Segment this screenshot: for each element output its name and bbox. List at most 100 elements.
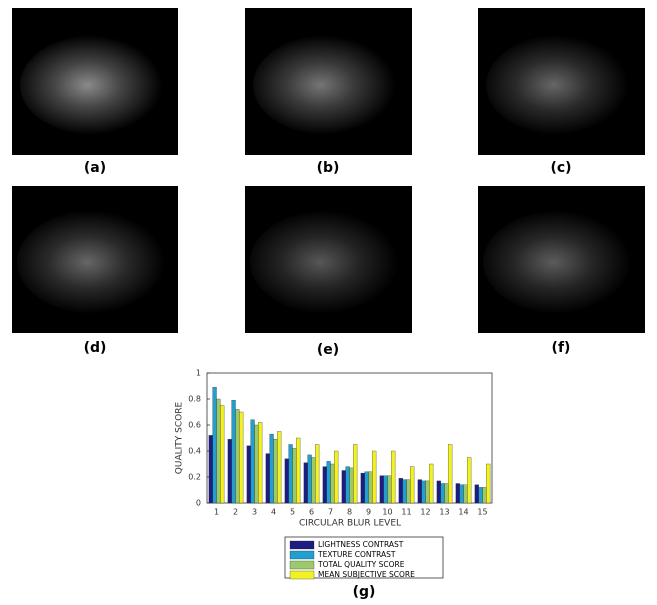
x-tick-label: 15	[477, 508, 487, 517]
x-tick-label: 2	[233, 508, 238, 517]
bar	[311, 457, 316, 504]
bar	[216, 398, 221, 504]
x-tick-label: 1	[214, 508, 219, 517]
bar	[444, 483, 449, 504]
legend-swatch	[289, 540, 315, 550]
bar	[402, 479, 407, 504]
x-tick-label: 10	[382, 508, 392, 517]
bar	[307, 454, 312, 504]
image-d	[12, 186, 178, 333]
bar	[474, 484, 479, 504]
bar	[467, 457, 472, 504]
y-tick-label: 0	[196, 499, 201, 508]
bar	[315, 444, 320, 504]
x-tick-label: 13	[439, 508, 449, 517]
y-tick-label: 0.2	[188, 473, 201, 482]
bar	[231, 400, 236, 504]
bar	[436, 480, 441, 504]
bar	[334, 450, 339, 504]
bar	[455, 483, 460, 504]
bar	[425, 480, 430, 504]
bar	[322, 466, 327, 504]
x-tick-label: 4	[271, 508, 276, 517]
bar	[265, 453, 270, 504]
bar	[383, 475, 388, 504]
image-f	[478, 186, 645, 333]
legend-swatch	[289, 550, 315, 560]
bar	[440, 483, 445, 504]
bar	[296, 437, 301, 504]
panel-label: (b)	[317, 160, 340, 176]
bar	[406, 479, 411, 504]
panel-label: (f)	[552, 340, 571, 356]
bar	[341, 470, 346, 504]
x-tick-label: 5	[290, 508, 295, 517]
panel-label: (d)	[84, 340, 107, 356]
bar	[417, 479, 422, 504]
panel-label: (c)	[550, 160, 571, 176]
bar	[220, 405, 225, 504]
bar	[277, 431, 282, 504]
legend-label: MEAN SUBJECTIVE SCORE	[318, 570, 415, 579]
x-axis-label: CIRCULAR BLUR LEVEL	[299, 519, 401, 529]
bar	[227, 439, 232, 504]
image-c	[478, 8, 645, 155]
bar	[235, 409, 240, 504]
bar	[330, 463, 335, 504]
bar	[421, 480, 426, 504]
bar	[379, 475, 384, 504]
x-tick-label: 8	[347, 508, 352, 517]
legend-label: TEXTURE CONTRAST	[317, 550, 396, 559]
legend-swatch	[289, 570, 315, 580]
bar	[349, 467, 354, 504]
bar	[364, 471, 369, 504]
bar	[326, 461, 331, 504]
y-tick-label: 0.4	[188, 447, 201, 456]
panel-label: (e)	[317, 342, 339, 358]
x-tick-label: 11	[401, 508, 411, 517]
bar	[368, 471, 373, 504]
bar	[360, 472, 365, 504]
bar	[478, 487, 483, 504]
y-tick-label: 0.6	[188, 421, 201, 430]
legend-swatch	[289, 560, 315, 570]
x-tick-label: 6	[309, 508, 314, 517]
bar	[273, 439, 278, 504]
x-tick-label: 12	[420, 508, 430, 517]
bar	[303, 462, 308, 504]
bar	[398, 478, 403, 504]
bar	[391, 450, 396, 504]
panel-label: (a)	[84, 160, 106, 176]
bar	[429, 463, 434, 504]
bar	[284, 458, 289, 504]
bar	[269, 433, 274, 504]
bar	[463, 484, 468, 504]
bar	[448, 444, 453, 504]
image-a	[12, 8, 178, 155]
bar	[353, 444, 358, 504]
bar	[239, 411, 244, 504]
y-axis-label: QUALITY SCORE	[175, 402, 185, 475]
bar	[459, 484, 464, 504]
bar	[254, 424, 259, 504]
legend-label: TOTAL QUALITY SCORE	[317, 560, 405, 569]
x-tick-label: 9	[366, 508, 371, 517]
bar	[292, 448, 297, 504]
panel-label: (g)	[353, 584, 376, 600]
bar	[345, 466, 350, 504]
bar	[246, 445, 251, 504]
bar	[212, 387, 217, 504]
x-tick-label: 14	[458, 508, 468, 517]
bar	[387, 475, 392, 504]
bar	[410, 466, 415, 504]
bar	[250, 419, 255, 504]
bar	[486, 463, 491, 504]
x-tick-label: 7	[328, 508, 333, 517]
bar	[288, 444, 293, 504]
bar	[372, 450, 377, 504]
bar	[482, 487, 487, 504]
bar	[258, 422, 263, 504]
x-tick-label: 3	[252, 508, 257, 517]
y-tick-label: 0.8	[188, 395, 201, 404]
